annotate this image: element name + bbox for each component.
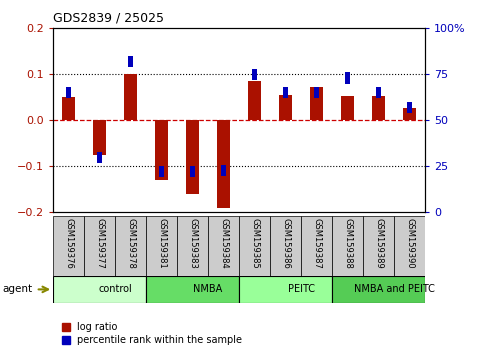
Text: GSM159377: GSM159377 (95, 218, 104, 269)
Text: GSM159390: GSM159390 (405, 218, 414, 268)
Bar (125, 74, 137, 120)
Bar (53, 276, 146, 303)
Bar (270, 216, 301, 276)
Bar (301, 216, 332, 276)
Bar (332, 216, 363, 276)
Bar (403, 108, 416, 120)
Bar (314, 87, 319, 98)
Text: control: control (98, 284, 132, 295)
Bar (407, 102, 412, 113)
Text: GSM159381: GSM159381 (157, 218, 166, 268)
Bar (221, 165, 226, 176)
Bar (62, 97, 75, 120)
Text: GSM159389: GSM159389 (374, 218, 383, 268)
Bar (115, 216, 146, 276)
Bar (53, 216, 84, 276)
Text: GSM159388: GSM159388 (343, 218, 352, 269)
Text: GSM159386: GSM159386 (281, 218, 290, 269)
Bar (283, 87, 288, 98)
Bar (252, 69, 257, 80)
Bar (279, 95, 292, 120)
Bar (208, 216, 239, 276)
Text: GSM159384: GSM159384 (219, 218, 228, 268)
Text: GSM159383: GSM159383 (188, 218, 197, 269)
Bar (376, 87, 381, 98)
Bar (190, 166, 195, 177)
Bar (372, 96, 385, 120)
Bar (311, 87, 323, 120)
Bar (128, 56, 133, 67)
Bar (156, 120, 168, 180)
Text: PEITC: PEITC (287, 284, 314, 295)
Bar (332, 276, 425, 303)
Text: NMBA: NMBA (194, 284, 223, 295)
Bar (341, 96, 354, 120)
Bar (248, 81, 261, 120)
Text: GSM159378: GSM159378 (126, 218, 135, 269)
Bar (66, 87, 71, 98)
Bar (93, 120, 106, 155)
Bar (186, 120, 199, 194)
Bar (159, 166, 164, 177)
Legend: log ratio, percentile rank within the sample: log ratio, percentile rank within the sa… (58, 319, 246, 349)
Text: GSM159376: GSM159376 (64, 218, 73, 269)
Text: NMBA and PEITC: NMBA and PEITC (354, 284, 435, 295)
Text: GSM159385: GSM159385 (250, 218, 259, 268)
Bar (146, 216, 177, 276)
Bar (84, 216, 115, 276)
Text: GSM159387: GSM159387 (312, 218, 321, 269)
Bar (363, 216, 394, 276)
Bar (177, 216, 208, 276)
Bar (345, 73, 350, 84)
Bar (394, 216, 425, 276)
Bar (239, 276, 332, 303)
Bar (97, 152, 102, 163)
Text: GDS2839 / 25025: GDS2839 / 25025 (53, 12, 164, 25)
Bar (146, 276, 239, 303)
Text: agent: agent (2, 284, 32, 295)
Bar (239, 216, 270, 276)
Bar (217, 120, 230, 208)
